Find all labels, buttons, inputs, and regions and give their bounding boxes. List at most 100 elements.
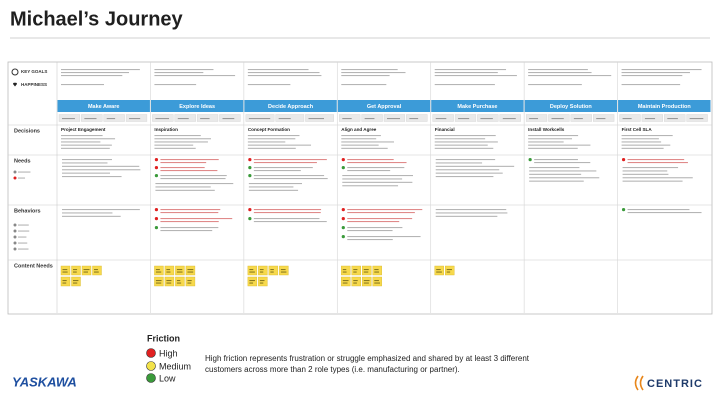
text-placeholder — [155, 282, 162, 284]
text-placeholder — [249, 280, 255, 282]
stage-name: Decide Approach — [268, 104, 314, 110]
text-placeholder — [61, 135, 103, 137]
text-placeholder — [259, 269, 264, 271]
text-placeholder — [160, 167, 205, 169]
sticky-note — [71, 276, 81, 287]
text-placeholder — [154, 144, 194, 146]
text-placeholder — [160, 178, 226, 180]
happiness-label: HAPPINESS — [21, 82, 47, 87]
text-placeholder — [434, 147, 494, 149]
text-placeholder — [528, 144, 591, 146]
friction-dot — [528, 158, 532, 162]
persona-icon — [13, 247, 17, 251]
text-placeholder — [341, 84, 387, 86]
friction-dot — [154, 158, 159, 162]
text-placeholder — [528, 135, 579, 137]
text-placeholder — [253, 162, 317, 164]
sticky-note — [434, 265, 444, 276]
sticky-note — [60, 276, 71, 287]
row-label: Decisions — [14, 128, 40, 134]
legend-high: High — [159, 348, 178, 358]
text-placeholder — [200, 118, 210, 120]
text-placeholder — [308, 118, 325, 120]
text-placeholder — [347, 209, 423, 211]
text-placeholder — [177, 118, 189, 120]
text-placeholder — [280, 271, 287, 273]
legend-title: Friction — [147, 333, 180, 343]
text-placeholder — [622, 173, 669, 175]
text-placeholder — [73, 282, 78, 284]
text-placeholder — [347, 218, 413, 220]
text-placeholder — [347, 239, 393, 241]
stage-name: Explore Ideas — [179, 104, 215, 110]
friction-dot — [248, 158, 252, 162]
sticky-note — [445, 265, 455, 276]
text-placeholder — [73, 269, 78, 271]
text-placeholder — [62, 212, 113, 214]
text-placeholder — [270, 269, 274, 271]
persona-icon — [13, 235, 17, 239]
text-placeholder — [458, 118, 470, 120]
text-placeholder — [528, 138, 573, 140]
text-placeholder — [155, 183, 234, 185]
sticky-note — [362, 265, 372, 276]
sticky-note — [81, 265, 92, 276]
text-placeholder — [363, 280, 370, 282]
text-placeholder — [62, 165, 140, 167]
sticky-note — [60, 265, 71, 276]
text-placeholder — [176, 269, 183, 271]
text-placeholder — [374, 271, 380, 273]
text-placeholder — [155, 269, 160, 271]
text-placeholder — [62, 269, 68, 271]
text-placeholder — [435, 165, 515, 167]
text-placeholder — [627, 212, 702, 214]
text-placeholder — [341, 141, 394, 143]
text-placeholder — [529, 180, 584, 182]
text-placeholder — [347, 230, 393, 232]
text-placeholder — [84, 118, 97, 120]
persona-icon — [13, 170, 17, 174]
text-placeholder — [528, 69, 588, 71]
sticky-note — [258, 276, 268, 287]
text-placeholder — [342, 175, 414, 177]
text-placeholder — [446, 269, 452, 271]
text-placeholder — [160, 221, 219, 223]
text-placeholder — [341, 72, 406, 74]
text-placeholder — [253, 218, 320, 220]
text-placeholder — [160, 209, 221, 211]
stage-bar — [337, 100, 431, 112]
text-placeholder — [160, 218, 233, 220]
slide-title: Michael’s Journey — [10, 8, 184, 30]
text-placeholder — [434, 138, 486, 140]
legend-low: Low — [159, 373, 176, 383]
text-placeholder — [160, 162, 207, 164]
text-placeholder — [18, 177, 26, 179]
text-placeholder — [341, 69, 398, 71]
text-placeholder — [160, 227, 219, 229]
text-placeholder — [253, 175, 325, 177]
text-placeholder — [347, 159, 394, 161]
text-placeholder — [528, 72, 592, 74]
decision-header: Inspiration — [154, 127, 178, 132]
decision-header: Concept Formation — [248, 127, 290, 132]
text-placeholder — [62, 169, 141, 171]
text-placeholder — [154, 72, 204, 74]
text-placeholder — [529, 170, 597, 172]
text-placeholder — [347, 170, 391, 172]
friction-dot — [154, 208, 159, 212]
text-placeholder — [363, 282, 369, 284]
text-placeholder — [529, 177, 600, 179]
friction-dot — [154, 174, 159, 178]
text-placeholder — [342, 181, 413, 183]
friction-dot — [341, 226, 345, 230]
text-placeholder — [435, 172, 503, 174]
text-placeholder — [667, 118, 678, 120]
text-placeholder — [18, 230, 30, 232]
text-placeholder — [247, 147, 296, 149]
text-placeholder — [62, 118, 75, 120]
text-placeholder — [436, 269, 441, 271]
text-placeholder — [621, 144, 671, 146]
text-placeholder — [528, 147, 578, 149]
text-placeholder — [627, 159, 685, 161]
